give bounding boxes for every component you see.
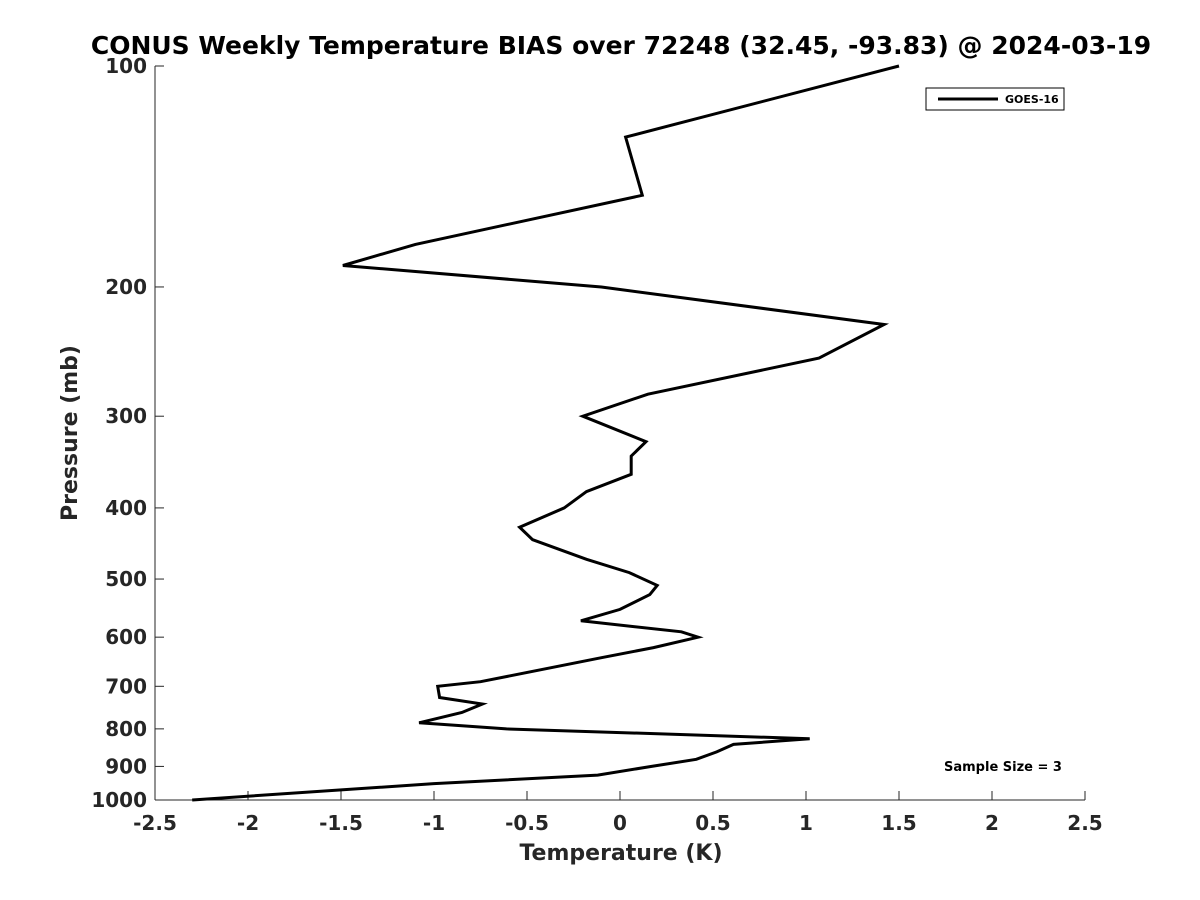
legend: GOES-16	[925, 87, 1065, 111]
sample-size-annotation: Sample Size = 3	[944, 760, 1062, 775]
legend-label-goes-16: GOES-16	[1005, 93, 1059, 106]
y-tick-label: 800	[105, 717, 147, 741]
plot-area	[155, 66, 1085, 800]
y-axis-title: Pressure (mb)	[58, 345, 83, 521]
x-tick-label: 0.5	[695, 811, 730, 835]
y-tick-label: 700	[105, 674, 147, 698]
x-tick-label: -1.5	[319, 811, 363, 835]
x-tick-label: 2.5	[1067, 811, 1102, 835]
y-tick-label: 1000	[91, 788, 147, 812]
x-tick-label: -2	[237, 811, 259, 835]
x-tick-label: -0.5	[505, 811, 549, 835]
y-tick-label: 500	[105, 567, 147, 591]
series-line-goes-16	[192, 64, 900, 802]
x-tick-label: 1	[799, 811, 813, 835]
x-tick-label: 1.5	[881, 811, 916, 835]
series-layer	[192, 64, 900, 802]
y-tick-label: 300	[105, 404, 147, 428]
axes: -2.5 -2 -1.5 -1 -0.5 0 0.5 1 1.5 2 2.5 100 200 300 400…	[91, 54, 1102, 835]
chart-title: CONUS Weekly Temperature BIAS over 72248…	[91, 31, 1151, 60]
y-tick-label: 600	[105, 625, 147, 649]
y-tick-label: 900	[105, 754, 147, 778]
x-tick-label: -2.5	[133, 811, 177, 835]
x-axis-title: Temperature (K)	[519, 841, 722, 866]
x-tick-label: -1	[423, 811, 445, 835]
y-tick-label: 100	[105, 54, 147, 78]
y-tick-label: 400	[105, 496, 147, 520]
y-tick-label: 200	[105, 275, 147, 299]
x-tick-label: 0	[613, 811, 627, 835]
x-tick-label: 2	[985, 811, 999, 835]
